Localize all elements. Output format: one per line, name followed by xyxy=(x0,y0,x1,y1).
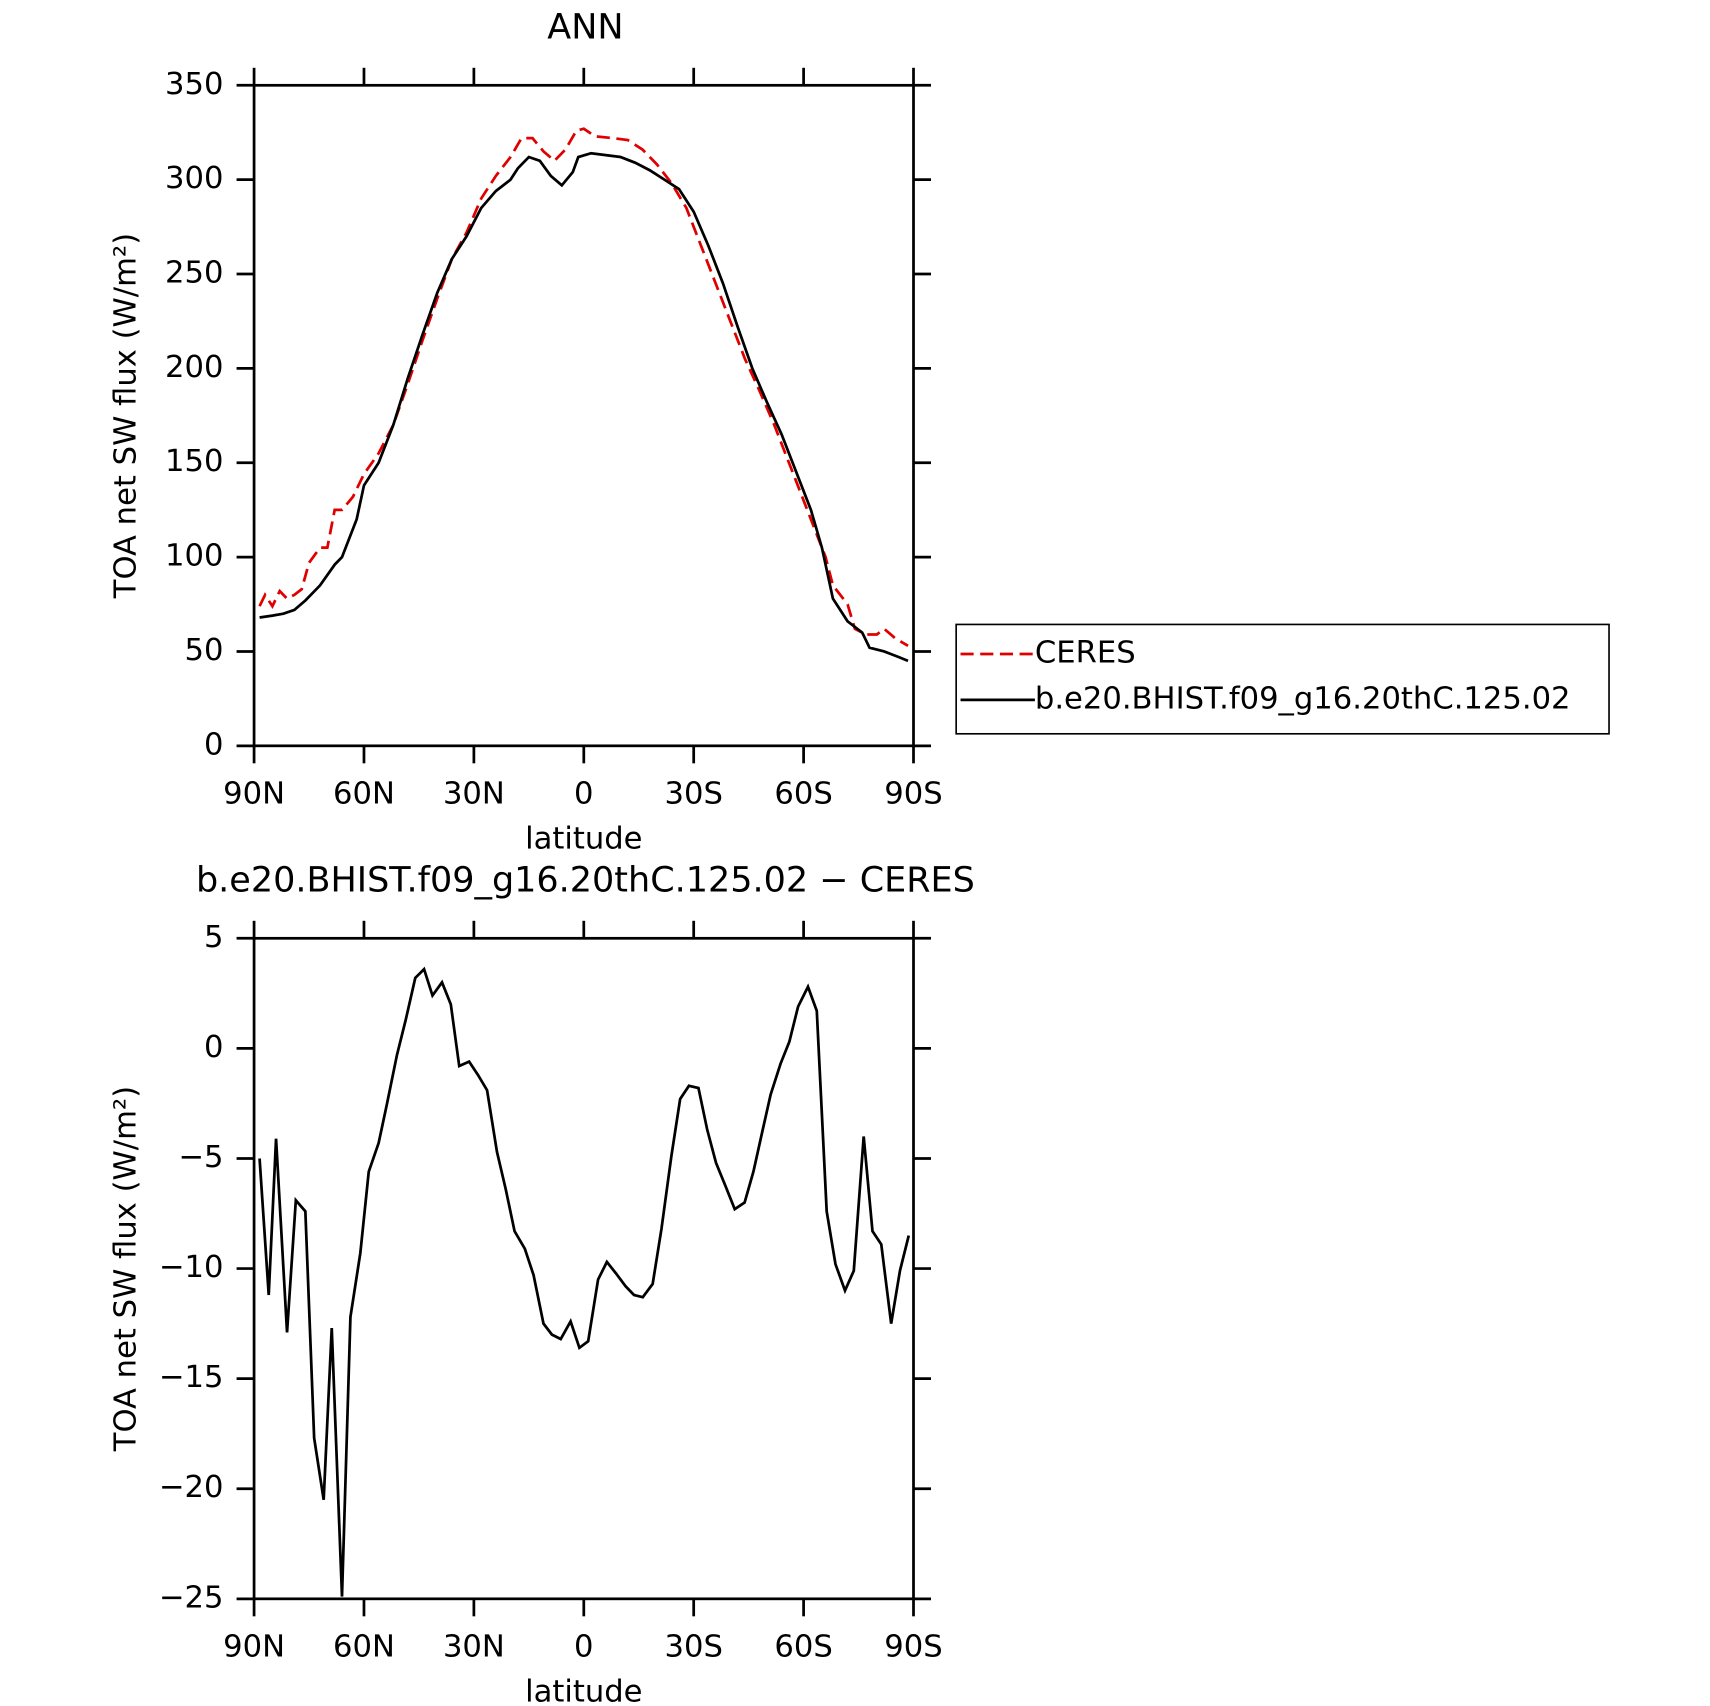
legend-label: CERES xyxy=(1035,635,1136,670)
y-tick-label: 150 xyxy=(165,444,223,479)
chart-title: b.e20.BHIST.f09_g16.20thC.125.02 − CERES xyxy=(196,860,975,900)
x-tick-label: 90S xyxy=(884,1630,942,1665)
data-line xyxy=(259,151,909,663)
x-axis-label: latitude xyxy=(525,821,642,856)
y-tick-label: −5 xyxy=(178,1140,223,1175)
x-tick-label: 60N xyxy=(333,1630,395,1665)
x-tick-label: 90N xyxy=(223,1630,285,1665)
y-tick-label: 100 xyxy=(165,539,223,574)
chart-title: ANN xyxy=(547,7,623,47)
y-tick-label: 300 xyxy=(165,161,223,196)
y-axis-label: TOA net SW flux (W/m²) xyxy=(109,1086,144,1452)
x-tick-label: 0 xyxy=(574,1630,593,1665)
y-axis-label: TOA net SW flux (W/m²) xyxy=(109,233,144,599)
x-tick-label: 90S xyxy=(884,777,942,812)
y-tick-label: 250 xyxy=(165,256,223,291)
x-tick-label: 60S xyxy=(774,1630,832,1665)
y-tick-label: 5 xyxy=(204,920,223,955)
data-line xyxy=(258,966,911,1597)
plot-frame xyxy=(252,83,915,748)
x-axis-label: latitude xyxy=(525,1674,642,1706)
legend-box xyxy=(955,623,1610,735)
x-tick-label: 30S xyxy=(665,1630,723,1665)
y-tick-label: −15 xyxy=(159,1360,224,1395)
x-tick-label: 90N xyxy=(223,777,285,812)
y-tick-label: 350 xyxy=(165,67,223,102)
x-tick-label: 30N xyxy=(443,777,505,812)
plot-frame xyxy=(252,936,915,1601)
x-tick-label: 60N xyxy=(333,777,395,812)
data-line xyxy=(258,127,909,647)
y-tick-label: 0 xyxy=(204,1030,223,1065)
y-tick-label: −20 xyxy=(159,1470,224,1505)
x-tick-label: 60S xyxy=(774,777,832,812)
y-tick-label: 50 xyxy=(184,633,223,668)
x-tick-label: 0 xyxy=(574,777,593,812)
x-tick-label: 30N xyxy=(443,1630,505,1665)
x-tick-label: 30S xyxy=(665,777,723,812)
legend-label: b.e20.BHIST.f09_g16.20thC.125.02 xyxy=(1035,681,1571,716)
y-tick-label: 0 xyxy=(204,727,223,762)
y-tick-label: −10 xyxy=(159,1250,224,1285)
y-tick-label: −25 xyxy=(159,1580,224,1615)
y-tick-label: 200 xyxy=(165,350,223,385)
